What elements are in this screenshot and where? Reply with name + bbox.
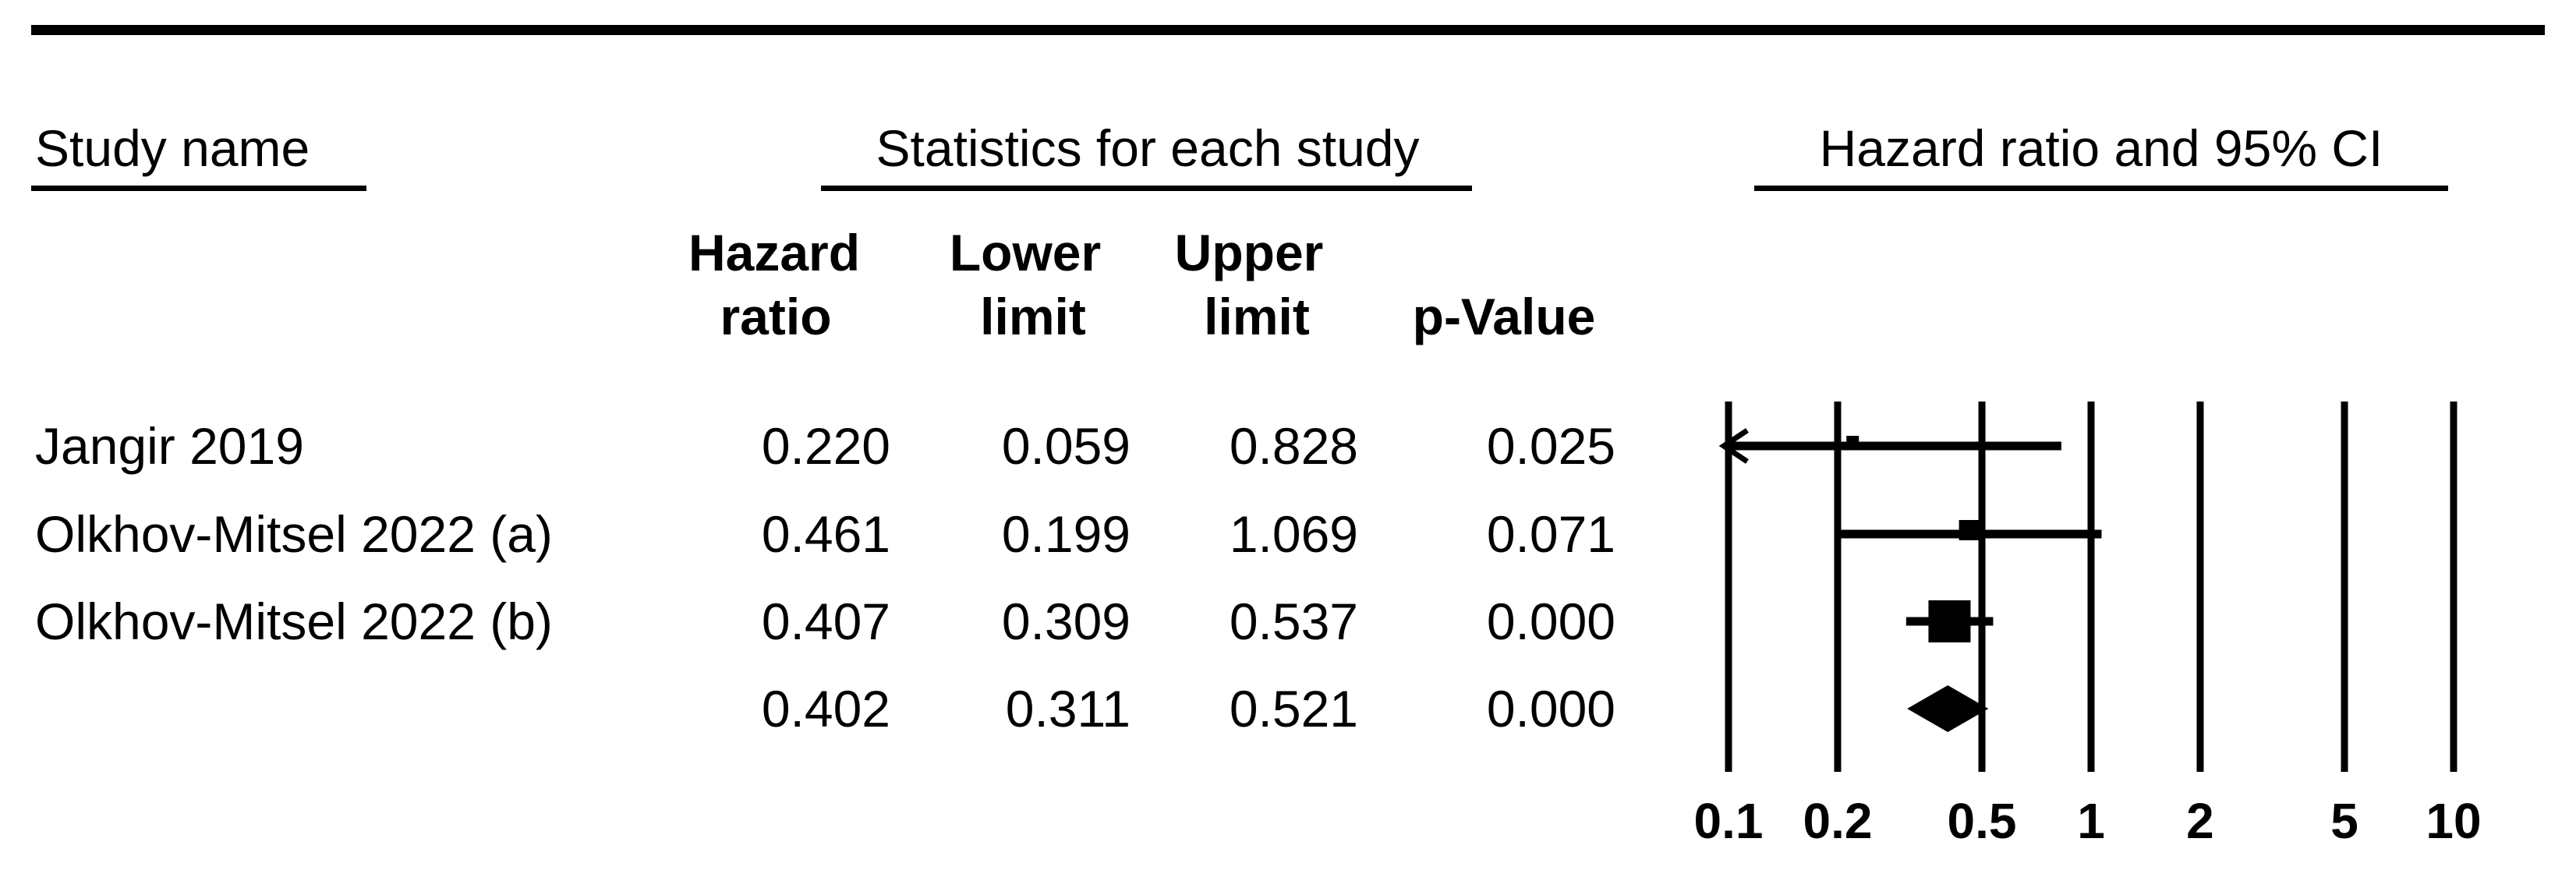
estimate-marker [1846, 436, 1859, 448]
column-header-hazard-line1: Hazard [688, 224, 861, 281]
hazard-ratio-value: 0.220 [761, 417, 890, 475]
axis-tick-label: 0.2 [1803, 793, 1872, 849]
upper-limit-value: 0.521 [1229, 680, 1358, 738]
column-header-upper-line1: Upper [1174, 224, 1324, 281]
p-value: 0.000 [1486, 593, 1615, 650]
study-name-underline [31, 186, 366, 191]
p-value: 0.025 [1486, 417, 1615, 475]
axis-tick-label: 5 [2330, 793, 2358, 849]
hazard-ratio-value: 0.402 [761, 680, 890, 738]
study-label: Jangir 2019 [35, 417, 304, 475]
axis-tick-label: 0.1 [1694, 793, 1764, 849]
column-header-lower-line1: Lower [949, 224, 1102, 281]
column-header-lower-line2: limit [980, 288, 1086, 345]
hazard-ratio-value: 0.461 [761, 505, 890, 563]
upper-limit-value: 0.537 [1229, 593, 1358, 650]
column-header-hazard-line2: ratio [720, 288, 832, 345]
study-label: Olkhov-Mitsel 2022 (a) [35, 505, 553, 563]
study-label: Olkhov-Mitsel 2022 (b) [35, 593, 553, 650]
lower-limit-value: 0.199 [1001, 505, 1131, 563]
axis-tick-label: 0.5 [1948, 793, 2017, 849]
plot-header: Hazard ratio and 95% CI [1819, 119, 2383, 177]
p-value: 0.000 [1486, 680, 1615, 738]
summary-diamond [1907, 685, 1989, 732]
plot-underline [1754, 186, 2448, 191]
axis-tick-label: 10 [2426, 793, 2481, 849]
estimate-marker [1959, 520, 1980, 540]
stats-underline [821, 186, 1472, 191]
lower-limit-value: 0.309 [1001, 593, 1131, 650]
top-rule [31, 25, 2545, 35]
axis-tick-label: 2 [2186, 793, 2214, 849]
study-name-header: Study name [35, 119, 310, 177]
lower-limit-value: 0.059 [1001, 417, 1131, 475]
upper-limit-value: 1.069 [1229, 505, 1358, 563]
p-value: 0.071 [1486, 505, 1615, 563]
column-header-upper-line2: limit [1204, 288, 1310, 345]
upper-limit-value: 0.828 [1229, 417, 1358, 475]
stats-header: Statistics for each study [876, 119, 1420, 177]
column-header-pvalue: p-Value [1412, 288, 1596, 345]
clip-arrow-left [1718, 428, 1749, 464]
hazard-ratio-value: 0.407 [761, 593, 890, 650]
estimate-marker [1928, 600, 1971, 642]
lower-limit-value: 0.311 [1005, 680, 1131, 738]
axis-tick-label: 1 [2077, 793, 2105, 849]
